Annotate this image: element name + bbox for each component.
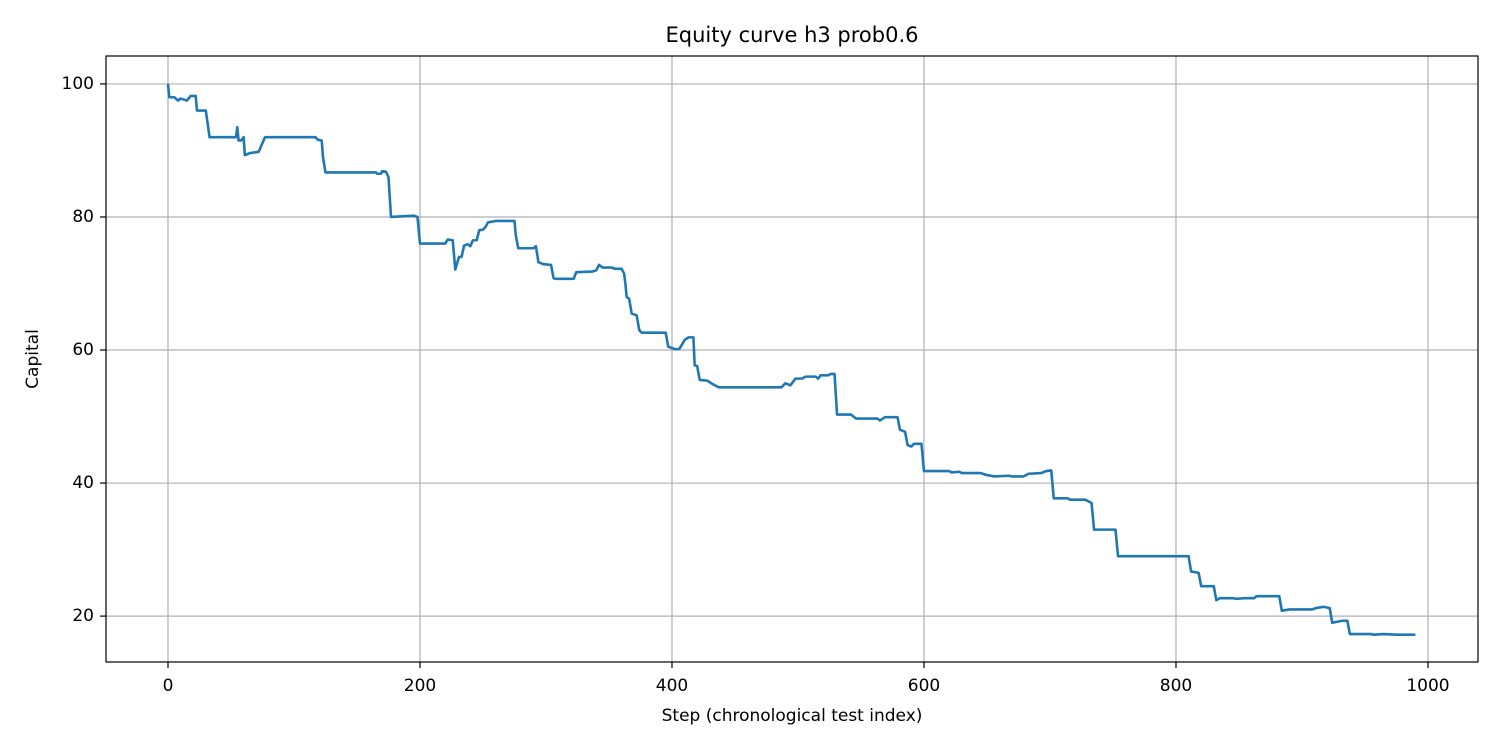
y-tick-label: 60 — [72, 340, 94, 360]
y-axis-label: Capital — [23, 329, 43, 389]
x-tick-label: 200 — [404, 676, 436, 696]
plot-frame — [105, 55, 1479, 663]
x-tick-label: 1000 — [1406, 676, 1449, 696]
equity-line — [166, 83, 1416, 637]
y-tick-label: 100 — [62, 74, 94, 94]
x-tick-label: 600 — [908, 676, 940, 696]
x-axis-label: Step (chronological test index) — [662, 706, 923, 726]
x-tick-label: 800 — [1160, 676, 1192, 696]
y-tick-label: 80 — [72, 207, 94, 227]
x-tick-label: 0 — [163, 676, 174, 696]
chart-title: Equity curve h3 prob0.6 — [665, 23, 918, 47]
y-tick-label: 40 — [72, 473, 94, 493]
x-tick-label: 400 — [656, 676, 688, 696]
y-tick-label: 20 — [72, 606, 94, 626]
